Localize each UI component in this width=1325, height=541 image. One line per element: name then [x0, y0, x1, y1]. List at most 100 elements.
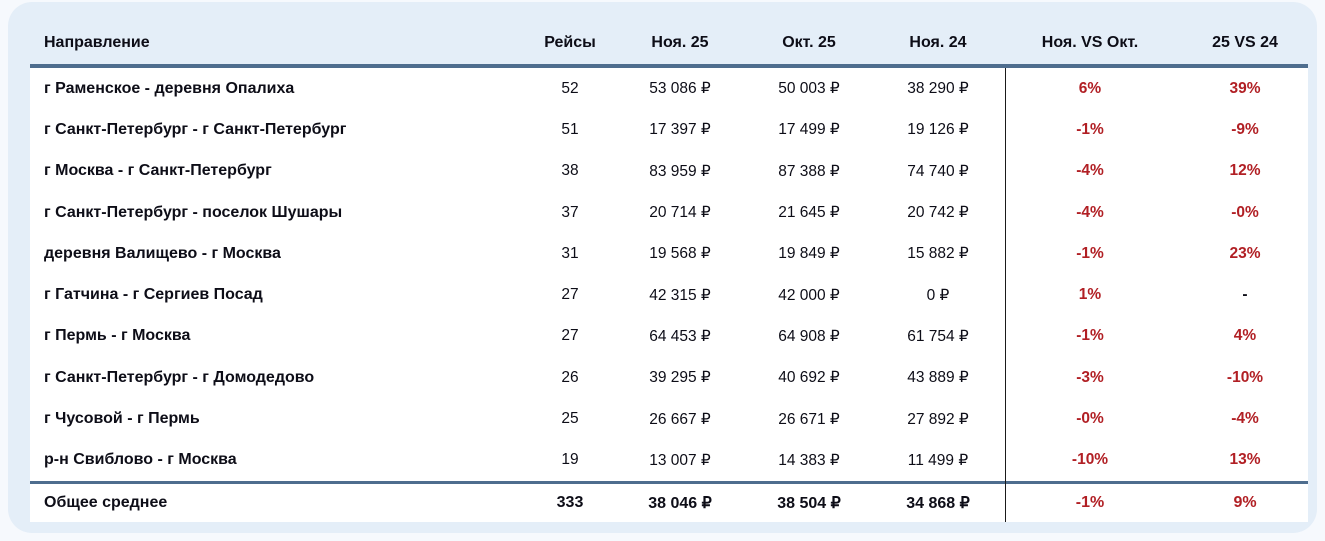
price-cell-nov24: 15 882 ₽: [907, 245, 969, 263]
price-cell-oct25: 42 000 ₽: [778, 286, 840, 304]
price-cell-oct25: 17 499 ₽: [778, 121, 840, 139]
direction-cell: г Гатчина - г Сергиев Посад: [44, 286, 263, 304]
percent-cell-25-vs-24: -: [1242, 286, 1248, 304]
percent-cell-25-vs-24: 4%: [1233, 327, 1257, 345]
percent-cell-nov-vs-oct: -1%: [1076, 244, 1104, 262]
direction-cell: г Пермь - г Москва: [44, 327, 191, 345]
price-cell-nov25: 53 086 ₽: [649, 80, 711, 98]
table-row: деревня Валищево - г Москва 31 19 568 ₽ 19 …: [30, 233, 1308, 274]
price-cell-nov24: 20 742 ₽: [907, 204, 969, 222]
price-cell-nov24: 74 740 ₽: [907, 162, 969, 180]
col-header-25-vs-24: 25 VS 24: [1212, 34, 1278, 51]
percent-cell-nov-vs-oct: -1%: [1076, 327, 1104, 345]
price-cell-oct25: 50 003 ₽: [778, 80, 840, 98]
percent-cell-nov-vs-oct: -1%: [1076, 120, 1104, 138]
trips-cell: 37: [561, 203, 579, 221]
price-cell-nov25: 38 046 ₽: [648, 494, 712, 512]
price-cell-oct25: 26 671 ₽: [778, 410, 840, 428]
percent-cell-25-vs-24: 12%: [1229, 162, 1261, 180]
price-cell-oct25: 21 645 ₽: [778, 204, 840, 222]
direction-cell: г Санкт-Петербург - поселок Шушары: [44, 203, 343, 221]
percent-cell-nov-vs-oct: -10%: [1071, 451, 1109, 469]
percent-cell-nov-vs-oct: -4%: [1076, 162, 1104, 180]
price-cell-nov24: 34 868 ₽: [906, 494, 970, 512]
price-cell-nov25: 64 453 ₽: [649, 327, 711, 345]
price-cell-nov24: 43 889 ₽: [907, 369, 969, 387]
price-cell-nov24: 11 499 ₽: [907, 451, 969, 469]
trips-cell: 38: [561, 162, 579, 180]
price-cell-nov25: 19 568 ₽: [649, 245, 711, 263]
trips-cell: 26: [561, 368, 579, 386]
header-divider-line: [30, 64, 1308, 68]
trips-cell: 31: [561, 244, 579, 262]
price-cell-nov24: 38 290 ₽: [907, 80, 969, 98]
direction-cell: г Москва - г Санкт-Петербург: [44, 162, 272, 180]
percent-cell-25-vs-24: -0%: [1231, 203, 1259, 221]
table-row: г Раменское - деревня Опалиха 52 53 086 ₽ 5…: [30, 68, 1308, 109]
price-cell-nov24: 27 892 ₽: [907, 410, 969, 428]
col-header-trips: Рейсы: [544, 34, 596, 51]
total-divider-line: [30, 480, 1308, 484]
direction-cell: р-н Свиблово - г Москва: [44, 451, 237, 469]
col-header-nov-vs-oct: Ноя. VS Окт.: [1041, 34, 1139, 51]
price-cell-oct25: 40 692 ₽: [778, 369, 840, 387]
table-row: г Чусовой - г Пермь 25 26 667 ₽ 26 671 ₽ 27 …: [30, 398, 1308, 439]
trips-cell: 27: [561, 286, 579, 304]
vertical-divider-line: [1005, 68, 1006, 522]
price-cell-oct25: 38 504 ₽: [777, 494, 841, 512]
percent-cell-25-vs-24: -4%: [1231, 410, 1259, 428]
trips-cell: 19: [561, 451, 579, 469]
col-header-nov25: Ноя. 25: [651, 34, 709, 51]
price-cell-oct25: 87 388 ₽: [778, 162, 840, 180]
percent-cell-nov-vs-oct: 1%: [1078, 286, 1102, 304]
table-row: г Санкт-Петербург - поселок Шушары 37 20 7…: [30, 192, 1308, 233]
direction-cell: деревня Валищево - г Москва: [44, 244, 281, 262]
table-row: г Санкт-Петербург - г Домодедово 26 39 295…: [30, 357, 1308, 398]
table-row: г Пермь - г Москва 27 64 453 ₽ 64 908 ₽ 61 7…: [30, 316, 1308, 357]
trips-cell: 51: [561, 120, 579, 138]
percent-cell-nov-vs-oct: 6%: [1078, 79, 1102, 97]
trips-cell: 333: [556, 493, 584, 511]
price-cell-nov25: 13 007 ₽: [649, 451, 711, 469]
price-cell-oct25: 64 908 ₽: [778, 327, 840, 345]
price-cell-nov25: 26 667 ₽: [649, 410, 711, 428]
price-cell-nov25: 39 295 ₽: [649, 369, 711, 387]
percent-cell-nov-vs-oct: -4%: [1076, 203, 1104, 221]
price-cell-nov24: 0 ₽: [926, 286, 950, 304]
table-row: г Москва - г Санкт-Петербург 38 83 959 ₽ 87…: [30, 151, 1308, 192]
price-cell-nov25: 42 315 ₽: [649, 286, 711, 304]
price-cell-nov24: 19 126 ₽: [907, 121, 969, 139]
price-cell-nov24: 61 754 ₽: [907, 327, 969, 345]
percent-cell-25-vs-24: 9%: [1233, 493, 1257, 511]
col-header-nov24: Ноя. 24: [909, 34, 967, 51]
col-header-direction: Направление: [44, 34, 150, 51]
trips-cell: 52: [561, 79, 579, 97]
table-header-row: Направление Рейсы Ноя. 25 Окт. 25 Ноя. 2…: [30, 22, 1308, 64]
percent-cell-25-vs-24: -10%: [1226, 368, 1264, 386]
col-header-oct25: Окт. 25: [782, 34, 836, 51]
direction-cell: г Чусовой - г Пермь: [44, 410, 200, 428]
total-row: Общее среднее 333 38 046 ₽ 38 504 ₽ 34 868 ₽…: [30, 484, 1308, 522]
percent-cell-nov-vs-oct: -0%: [1076, 410, 1104, 428]
percent-cell-25-vs-24: 23%: [1229, 244, 1261, 262]
table-row: г Гатчина - г Сергиев Посад 27 42 315 ₽ 42 …: [30, 274, 1308, 315]
direction-cell: г Санкт-Петербург - г Санкт-Петербург: [44, 120, 347, 138]
table-row: г Санкт-Петербург - г Санкт-Петербург 51 1…: [30, 109, 1308, 150]
percent-cell-nov-vs-oct: -1%: [1075, 493, 1105, 511]
trips-cell: 27: [561, 327, 579, 345]
table-row: р-н Свиблово - г Москва 19 13 007 ₽ 14 383 …: [30, 440, 1308, 481]
direction-cell: Общее среднее: [44, 493, 168, 511]
direction-cell: г Санкт-Петербург - г Домодедово: [44, 368, 315, 386]
price-cell-oct25: 19 849 ₽: [778, 245, 840, 263]
report-card: Направление Рейсы Ноя. 25 Окт. 25 Ноя. 2…: [8, 2, 1317, 533]
percent-cell-25-vs-24: 13%: [1229, 451, 1261, 469]
percent-cell-25-vs-24: 39%: [1229, 79, 1261, 97]
table-body: г Раменское - деревня Опалиха 52 53 086 ₽ 5…: [30, 68, 1308, 522]
direction-cell: г Раменское - деревня Опалиха: [44, 79, 295, 97]
trips-cell: 25: [561, 410, 579, 428]
price-cell-nov25: 20 714 ₽: [649, 204, 711, 222]
price-cell-oct25: 14 383 ₽: [778, 451, 840, 469]
percent-cell-25-vs-24: -9%: [1231, 120, 1259, 138]
price-cell-nov25: 83 959 ₽: [649, 162, 711, 180]
